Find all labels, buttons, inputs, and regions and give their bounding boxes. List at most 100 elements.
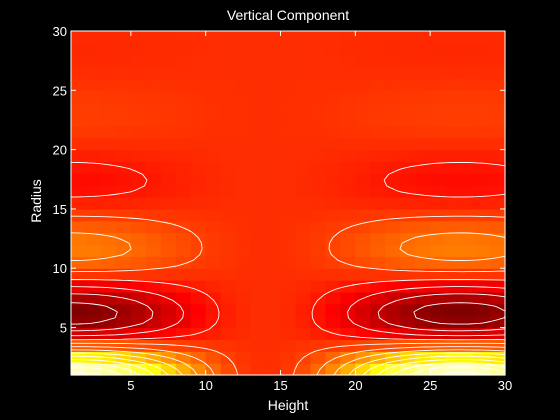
heatmap-cell [265, 31, 282, 44]
heatmap-cell [325, 66, 341, 80]
heatmap-cell [190, 280, 207, 293]
heatmap-cell [310, 125, 327, 139]
heatmap-cell [250, 315, 267, 329]
heatmap-cell [145, 256, 162, 269]
heatmap-cell [430, 220, 446, 234]
heatmap-cell [475, 220, 491, 234]
heatmap-cell [355, 185, 371, 198]
heatmap-cell [130, 54, 147, 68]
heatmap-cell [400, 208, 416, 222]
heatmap-cell [220, 102, 237, 115]
heatmap-cell [160, 197, 177, 210]
heatmap-cell [355, 137, 371, 151]
heatmap-cell [250, 173, 267, 186]
heatmap-cell [475, 149, 491, 163]
heatmap-cell [190, 161, 207, 174]
heatmap-cell [71, 161, 87, 174]
heatmap-cell [490, 339, 506, 352]
heatmap-cell [415, 303, 431, 317]
heatmap-cell [400, 280, 416, 293]
heatmap-cell [340, 220, 356, 234]
heatmap-cell [205, 280, 222, 293]
heatmap-cell [265, 220, 282, 234]
heatmap-cell [250, 78, 267, 91]
heatmap-cell [295, 327, 312, 341]
heatmap-cell [340, 208, 356, 222]
heatmap-cell [340, 161, 356, 174]
heatmap-cell [400, 137, 416, 151]
heatmap-cell [460, 102, 476, 115]
heatmap-cell [490, 232, 506, 246]
heatmap-cell [460, 125, 476, 139]
heatmap-cell [265, 173, 282, 186]
heatmap-cell [190, 42, 207, 56]
heatmap-cell [115, 327, 132, 341]
heatmap-cell [355, 114, 371, 127]
x-axis-label: Height [268, 397, 309, 413]
heatmap-cell [445, 339, 461, 352]
heatmap-cell [445, 244, 461, 257]
heatmap-cell [310, 244, 327, 257]
heatmap-cell [100, 268, 117, 281]
heatmap-cell [355, 363, 371, 376]
heatmap-cell [280, 280, 297, 293]
heatmap-cell [460, 161, 476, 174]
heatmap-cell [205, 232, 222, 246]
heatmap-cell [175, 327, 192, 341]
heatmap-cell [385, 220, 401, 234]
heatmap-cell [445, 327, 461, 341]
heatmap-cell [100, 291, 117, 305]
heatmap-cell [85, 244, 102, 257]
heatmap-cell [85, 90, 102, 103]
heatmap-cell [145, 78, 162, 91]
heatmap-cell [160, 244, 177, 257]
heatmap-cell [280, 102, 297, 115]
heatmap-cell [340, 232, 356, 246]
heatmap-cell [145, 232, 162, 246]
heatmap-cell [220, 114, 237, 127]
heatmap-cell [265, 232, 282, 246]
heatmap-cell [400, 102, 416, 115]
heatmap-cell [250, 244, 267, 257]
axes-frame [70, 30, 506, 376]
heatmap-cell [400, 42, 416, 56]
heatmap-cell [490, 102, 506, 115]
heatmap-cell [220, 280, 237, 293]
heatmap-cell [400, 315, 416, 329]
heatmap-cell [115, 268, 132, 281]
heatmap-cell [235, 31, 252, 44]
heatmap-cell [415, 31, 431, 44]
heatmap-cell [250, 31, 267, 44]
heatmap-cell [295, 244, 312, 257]
heatmap-cell [175, 351, 192, 364]
heatmap-cell [115, 208, 132, 222]
heatmap-cell [280, 197, 297, 210]
heatmap-cell [71, 78, 87, 91]
heatmap-cell [400, 197, 416, 210]
heatmap-cell [295, 54, 312, 68]
heatmap-cell [310, 102, 327, 115]
heatmap-cell [445, 268, 461, 281]
heatmap-cell [71, 125, 87, 139]
heatmap-cell [85, 208, 102, 222]
heatmap-cell [385, 102, 401, 115]
heatmap-cell [310, 363, 327, 376]
contour-line [70, 293, 506, 332]
heatmap-cell [310, 291, 327, 305]
heatmap-cell [295, 232, 312, 246]
heatmap-cell [190, 54, 207, 68]
heatmap-cell [160, 339, 177, 352]
y-tick-label: 15 [53, 202, 67, 217]
heatmap-cell [85, 220, 102, 234]
heatmap-cell [385, 280, 401, 293]
heatmap-cell [280, 327, 297, 341]
heatmap-cell [220, 351, 237, 364]
heatmap-cell [475, 42, 491, 56]
heatmap-cell [265, 208, 282, 222]
heatmap-cell [175, 256, 192, 269]
heatmap-cell [445, 54, 461, 68]
heatmap-cell [430, 363, 446, 376]
heatmap-cell [205, 244, 222, 257]
heatmap-cell [415, 256, 431, 269]
heatmap-cell [100, 42, 117, 56]
